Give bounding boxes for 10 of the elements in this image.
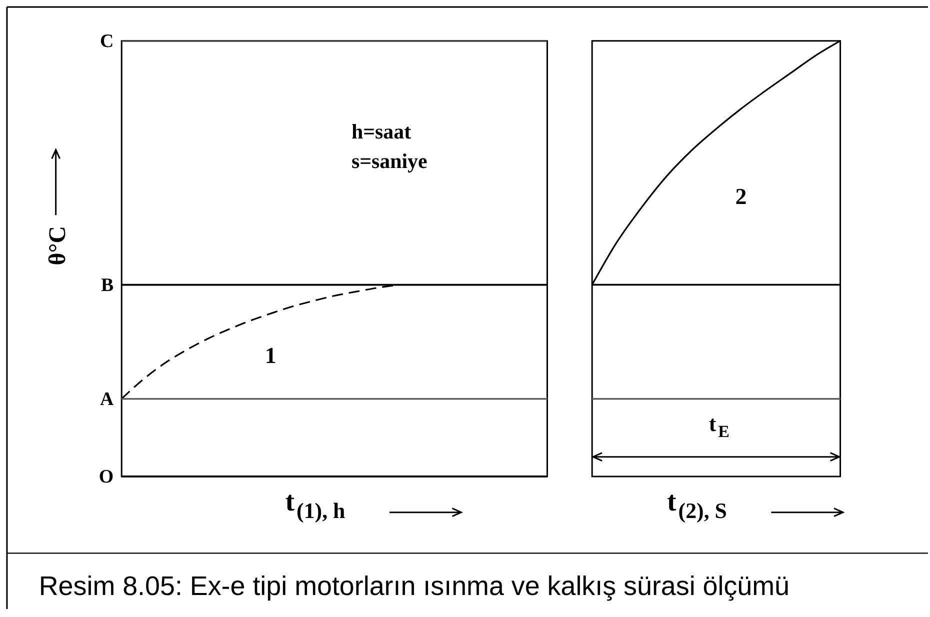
ref-line-label: A xyxy=(100,388,114,410)
text: h=saat xyxy=(351,119,412,144)
text: Resim 8.05: Ex-e tipi motorların ısınma ve kalkış sürasi ölçümü xyxy=(38,571,790,602)
ref-line-label: B xyxy=(101,274,114,296)
series-label: 1 xyxy=(264,343,276,368)
y-axis-title: θ°C xyxy=(44,226,71,266)
ref-line-label: C xyxy=(100,30,114,52)
text: s=saniye xyxy=(351,149,428,174)
ref-line-label: O xyxy=(98,466,114,488)
text: 2 xyxy=(735,184,747,209)
